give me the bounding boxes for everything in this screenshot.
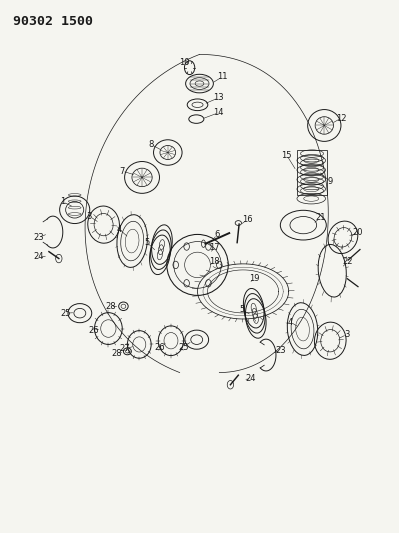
Text: 11: 11 xyxy=(217,72,228,81)
Text: 25: 25 xyxy=(60,309,71,318)
Text: 12: 12 xyxy=(336,114,347,123)
Text: 23: 23 xyxy=(34,233,44,242)
Text: 21: 21 xyxy=(315,213,326,222)
Text: 14: 14 xyxy=(213,108,224,117)
Text: 1: 1 xyxy=(60,197,65,206)
Text: 28: 28 xyxy=(112,350,122,359)
Text: 20: 20 xyxy=(353,228,363,237)
Text: 19: 19 xyxy=(249,273,259,282)
Text: 13: 13 xyxy=(213,93,224,102)
Text: 17: 17 xyxy=(209,244,220,253)
Text: 22: 22 xyxy=(343,257,354,265)
Text: 27: 27 xyxy=(120,344,130,353)
Text: 24: 24 xyxy=(34,253,44,262)
Text: 18: 18 xyxy=(209,257,220,265)
Text: 5: 5 xyxy=(144,238,150,247)
Text: 10: 10 xyxy=(179,58,190,67)
Text: 26: 26 xyxy=(154,343,165,352)
Text: 5: 5 xyxy=(240,305,245,314)
Text: 4: 4 xyxy=(288,318,293,327)
Text: 4: 4 xyxy=(117,225,122,234)
Text: 8: 8 xyxy=(148,140,154,149)
Text: 3: 3 xyxy=(87,212,92,221)
Text: 16: 16 xyxy=(242,215,252,224)
Text: 24: 24 xyxy=(246,374,256,383)
Text: 7: 7 xyxy=(120,166,125,175)
Text: 9: 9 xyxy=(328,177,333,186)
Text: 23: 23 xyxy=(275,346,286,355)
Text: 15: 15 xyxy=(281,151,292,160)
Text: 90302 1500: 90302 1500 xyxy=(13,14,93,28)
Text: 25: 25 xyxy=(178,343,189,352)
Text: 28: 28 xyxy=(105,302,116,311)
Text: 6: 6 xyxy=(215,230,220,239)
Text: 3: 3 xyxy=(344,330,350,339)
Text: 26: 26 xyxy=(88,326,99,335)
Bar xyxy=(296,150,328,195)
